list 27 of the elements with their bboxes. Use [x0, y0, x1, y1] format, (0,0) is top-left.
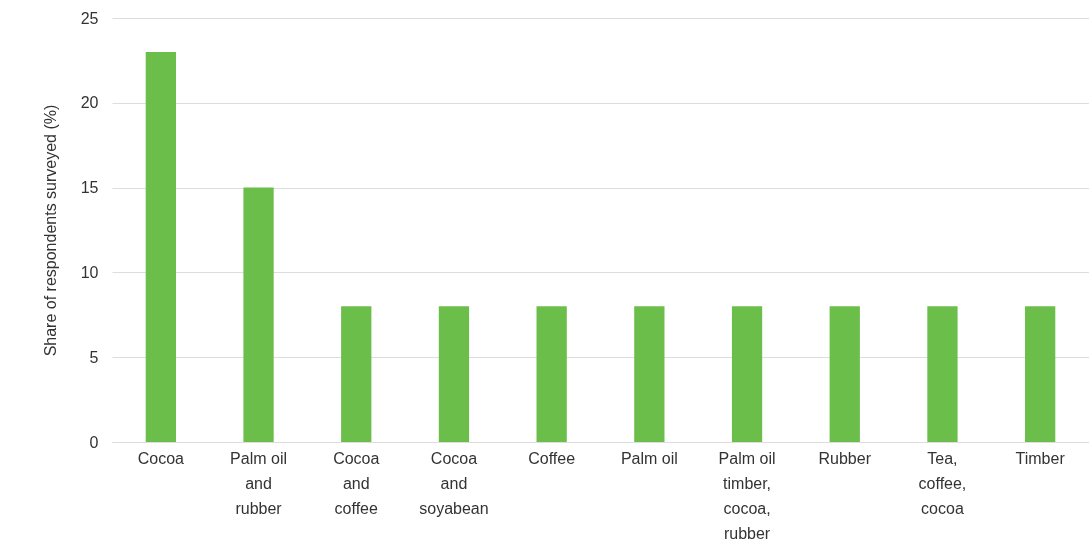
bar — [634, 306, 665, 442]
y-tick-label: 10 — [80, 263, 99, 281]
x-tick-label: Palm oil — [620, 449, 678, 467]
bar — [829, 306, 860, 442]
y-tick-label: 15 — [80, 179, 99, 197]
x-tick-label: Tea, coffee, cocoa — [918, 449, 967, 517]
y-tick-label: 0 — [89, 433, 99, 451]
bar — [731, 306, 763, 442]
y-tick-label: 25 — [80, 9, 99, 27]
y-tick-label: 5 — [89, 348, 99, 366]
bar — [145, 51, 176, 442]
x-tick-label: Cocoa and coffee — [333, 449, 380, 517]
x-tick-label: Palm oil and rubber — [230, 449, 287, 517]
bar — [536, 306, 567, 442]
y-axis-title: Share of respondents surveyed (%) — [41, 104, 59, 357]
x-tick-label: Palm oil timber, cocoa, rubber — [718, 449, 776, 542]
x-tick-label: Timber — [1015, 449, 1066, 467]
bar — [927, 306, 958, 442]
x-tick-label: Cocoa and soyabean — [419, 449, 489, 517]
x-tick-label: Cocoa — [137, 449, 185, 467]
bar — [1025, 306, 1056, 442]
bar — [341, 306, 372, 442]
x-tick-label: Rubber — [818, 449, 872, 467]
bar — [438, 306, 470, 442]
bar — [243, 187, 274, 442]
x-tick-label: Coffee — [528, 449, 576, 467]
y-tick-label: 20 — [80, 94, 99, 112]
